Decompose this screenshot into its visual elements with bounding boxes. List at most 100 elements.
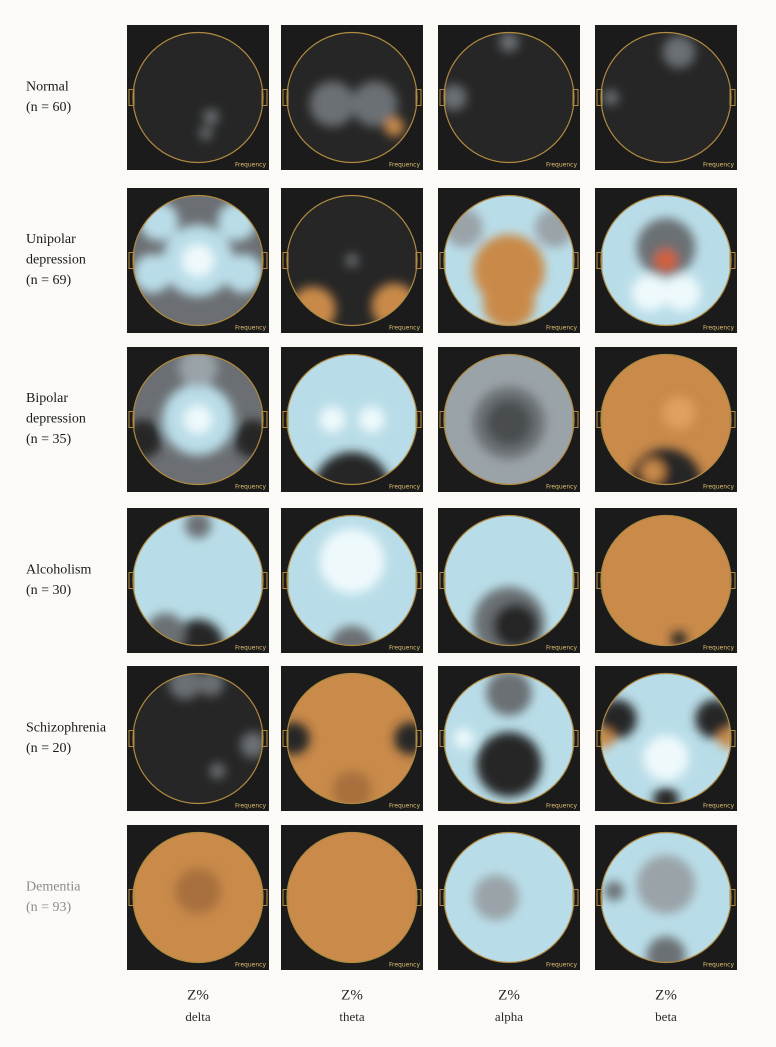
head-outline [132,514,264,647]
head-base [287,354,417,485]
ear [439,411,446,428]
panel-caption: Frequency [546,484,577,491]
head-outline [132,672,264,805]
head-outline [600,514,732,647]
ear [128,572,135,589]
ear [282,89,289,106]
blob [476,732,542,797]
panel-caption: Frequency [235,484,266,491]
blob [636,855,696,914]
blob [384,117,404,137]
blob [483,276,535,326]
column-label-top: Z% [498,987,520,1003]
head-base [601,515,731,646]
head-base [287,673,417,804]
blob [175,868,221,914]
panel-caption: Frequency [703,162,734,169]
ear [729,889,736,906]
head-map [601,195,731,326]
panel-caption: Frequency [546,162,577,169]
blob [178,354,218,387]
ear [128,252,135,269]
head-outline [286,194,418,327]
blob [654,248,678,273]
head-outline [443,194,575,327]
head-map [444,515,574,646]
head-outline [443,514,575,647]
column-label-bottom: theta [339,1009,364,1024]
ear [729,252,736,269]
head-map [287,515,417,646]
blob [332,771,372,804]
topomap: Frequency [281,666,423,811]
panel-caption: Frequency [389,962,420,969]
column-label-bottom: alpha [495,1009,523,1024]
blob [319,406,346,433]
blob [653,787,679,804]
row-label: (n = 35) [26,432,72,447]
topomap: Frequency [595,508,737,653]
blob [662,35,696,69]
ear [572,252,579,269]
blob [329,626,375,646]
panel-caption: Frequency [389,484,420,491]
blob [643,735,689,781]
ear [282,252,289,269]
blob [486,400,532,446]
blobs [444,32,519,111]
topomap: Frequency [438,347,580,492]
head-map [601,32,731,163]
blob [181,244,215,277]
blob [203,109,219,125]
blobs [473,874,519,921]
row-label: (n = 69) [26,273,72,288]
topomap: Frequency [127,188,269,333]
topomap: Frequency [281,825,423,970]
blob [662,396,696,430]
ear [729,572,736,589]
head-base [133,673,263,804]
topomap: Frequency [281,25,423,170]
head-outline [600,31,732,164]
head-map [133,832,263,963]
ear [439,572,446,589]
column-label-top: Z% [341,987,363,1003]
blobs [630,396,702,485]
ear [729,411,736,428]
blob [602,89,619,106]
ear [128,889,135,906]
blobs [473,387,545,459]
head-map [287,32,417,163]
blob [636,218,696,277]
ear [415,89,422,106]
ear [572,89,579,106]
row-label: Normal [26,79,69,94]
ear [261,889,268,906]
blobs [175,868,221,914]
row-label: Alcoholism [26,562,91,577]
head-outline [443,31,575,164]
head-outline [132,194,264,327]
blob [199,126,213,140]
ear [282,889,289,906]
ear [415,572,422,589]
ear [261,411,268,428]
head-map [601,832,731,963]
blob [646,936,686,963]
row-label: (n = 20) [26,741,72,756]
topomap: Frequency [127,347,269,492]
head-outline [600,831,732,964]
topomap: Frequency [281,347,423,492]
blobs [453,673,542,797]
blob [492,603,539,646]
blob [352,81,398,127]
blob [664,274,701,312]
head-map [287,354,417,485]
row-label: depression [26,253,86,268]
head-map [133,354,263,485]
ear [729,89,736,106]
ear [439,252,446,269]
topomap: Frequency [127,508,269,653]
topomap: Frequency [438,25,580,170]
